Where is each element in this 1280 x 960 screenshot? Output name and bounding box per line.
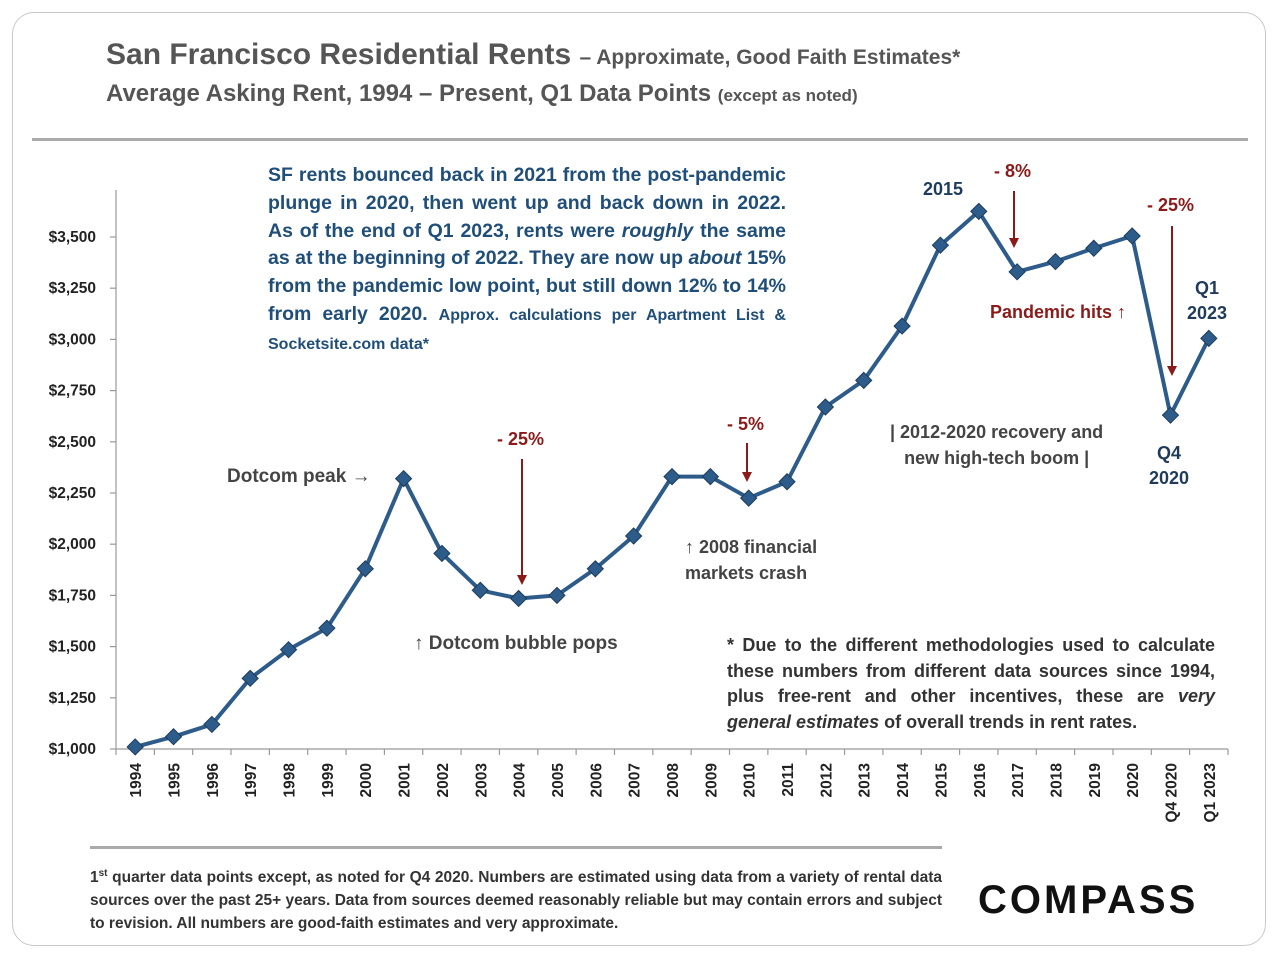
- data-point-2016: [970, 202, 988, 221]
- x-tick-label: 2002: [435, 763, 452, 797]
- y-tick-label: $3,000: [49, 331, 96, 348]
- annotation-drop-2010: - 5%: [727, 414, 765, 434]
- annotation-recovery: | 2012-2020 recovery and new high-tech b…: [890, 422, 1104, 468]
- data-point-2003: [471, 581, 489, 599]
- annotation-drop-2004: - 25%: [497, 429, 545, 449]
- annotation-drop-2020: - 25%: [1147, 195, 1195, 215]
- data-point-2012: [816, 398, 835, 416]
- data-point-2009: [701, 467, 720, 486]
- data-point-2008: [663, 467, 681, 486]
- x-tick-label: 2014: [895, 763, 912, 798]
- y-tick-label: $1,750: [49, 587, 96, 604]
- y-tick-label: $1,250: [49, 690, 96, 707]
- annotation-dotcom-pops: ↑ Dotcom bubble pops: [414, 633, 618, 654]
- x-tick-label: 2015: [933, 763, 950, 798]
- chart-frame: [12, 12, 1266, 946]
- data-point-2014: [893, 317, 911, 335]
- x-tick-label: 2004: [512, 763, 529, 798]
- data-point-2019: [1085, 239, 1103, 257]
- x-tick-label: 2008: [665, 763, 682, 798]
- annotation-pandemic: Pandemic hits ↑: [990, 302, 1127, 322]
- y-tick-label: $3,250: [49, 280, 96, 297]
- x-tick-label: 2001: [397, 763, 414, 798]
- annotation-q4-2020: Q4 2020: [1149, 443, 1190, 488]
- data-point-2006: [586, 560, 605, 578]
- x-tick-label: Q4 2020: [1163, 763, 1180, 822]
- annotation-dotcom-peak: Dotcom peak →: [227, 466, 371, 487]
- x-tick-label: 1997: [243, 763, 260, 797]
- x-tick-label: 2020: [1125, 763, 1142, 797]
- x-tick-label: 2012: [818, 763, 835, 797]
- x-tick-label: 2003: [473, 763, 490, 798]
- x-tick-label: 2005: [550, 763, 567, 798]
- x-tick-label: Q1 2023: [1202, 763, 1219, 823]
- x-tick-label: 1999: [320, 763, 337, 798]
- x-tick-label: 2018: [1048, 763, 1065, 798]
- data-point-2004: [509, 589, 528, 608]
- data-point-2002: [433, 544, 451, 563]
- summary-textbox: SF rents bounced back in 2021 from the p…: [268, 164, 786, 353]
- arrow-2017-head: [1009, 238, 1019, 248]
- annotation-q1-2023: Q1 2023: [1187, 278, 1228, 323]
- data-point-1998: [279, 640, 298, 659]
- data-point-1996: [203, 715, 221, 734]
- x-tick-label: 2017: [1010, 763, 1027, 797]
- x-tick-label: 1998: [282, 763, 299, 798]
- y-tick-label: $2,000: [49, 536, 96, 553]
- data-point-1997: [241, 669, 259, 688]
- chart-subtitle: Average Asking Rent, 1994 – Present, Q1 …: [106, 80, 858, 107]
- x-tick-label: 1995: [167, 763, 184, 798]
- x-tick-label: 1996: [205, 763, 222, 798]
- data-point-2005: [548, 586, 566, 605]
- chart-title: San Francisco Residential Rents – Approx…: [106, 38, 961, 71]
- y-tick-label: $2,750: [49, 383, 96, 400]
- x-tick-label: 2006: [588, 763, 605, 798]
- x-tick-label: 2016: [972, 763, 989, 798]
- data-point-2020: [1123, 227, 1141, 245]
- data-point-Q4-2020: [1161, 406, 1180, 424]
- x-tick-label: 2010: [742, 763, 759, 797]
- data-point-2015: [931, 236, 950, 254]
- data-point-2007: [624, 527, 643, 545]
- data-point-2018: [1046, 252, 1065, 271]
- annotation-drop-2017: - 8%: [994, 161, 1032, 181]
- annotation-2015: 2015: [923, 179, 964, 199]
- data-point-2017: [1008, 263, 1026, 281]
- x-tick-label: 2019: [1087, 763, 1104, 798]
- arrow-2010-head: [742, 472, 752, 482]
- data-point-1994: [126, 738, 144, 756]
- y-tick-label: $1,500: [49, 639, 96, 656]
- data-point-2000: [356, 560, 374, 578]
- footer-disclaimer: 1st quarter data points except, as noted…: [90, 868, 942, 933]
- x-tick-label: 2013: [857, 763, 874, 798]
- x-tick-label: 2011: [780, 763, 797, 797]
- data-point-1995: [164, 728, 183, 746]
- data-point-Q1-2023: [1200, 329, 1218, 348]
- x-tick-label: 1994: [128, 763, 145, 798]
- data-point-1999: [318, 619, 336, 637]
- arrow-2020-head: [1167, 366, 1177, 376]
- data-point-2001: [394, 469, 413, 488]
- arrow-2004-head: [517, 575, 527, 585]
- data-point-2010: [739, 489, 758, 507]
- x-tick-label: 2000: [358, 763, 375, 797]
- title-divider: [32, 138, 1248, 141]
- data-point-2011: [778, 473, 796, 491]
- methodology-note: * Due to the different methodologies use…: [727, 635, 1215, 732]
- x-tick-label: 2007: [627, 763, 644, 797]
- footer-divider: [90, 846, 942, 849]
- compass-logo: COMPASS: [978, 878, 1199, 922]
- y-tick-label: $1,000: [49, 741, 96, 758]
- y-tick-label: $3,500: [49, 229, 96, 246]
- data-point-2013: [855, 371, 873, 390]
- x-tick-label: 2009: [703, 763, 720, 798]
- y-tick-label: $2,500: [49, 434, 96, 451]
- y-tick-label: $2,250: [49, 485, 96, 502]
- annotation-2008-crash: ↑ 2008 financial markets crash: [685, 537, 818, 583]
